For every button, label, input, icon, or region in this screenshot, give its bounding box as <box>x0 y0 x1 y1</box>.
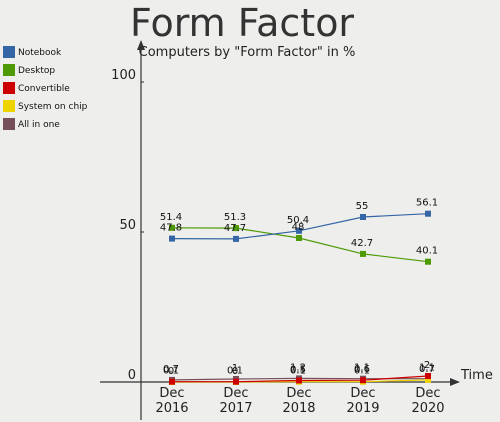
data-point-desktop <box>425 258 431 265</box>
data-point-convertible <box>233 378 239 385</box>
x-tick-label: Dec 2020 <box>411 386 444 416</box>
legend-label-all-in-one: All in one <box>18 120 60 130</box>
data-label-desktop: 40.1 <box>416 246 438 257</box>
data-label-system-on-chip: 0 <box>168 366 174 377</box>
y-axis-ticks: 0 50 100 <box>111 68 144 383</box>
x-tick-label: Dec 2016 <box>155 386 188 416</box>
data-label-notebook: 47.7 <box>224 223 246 234</box>
data-label-system-on-chip: 0.1 <box>354 366 370 377</box>
data-label-notebook: 55 <box>356 201 369 212</box>
data-label-convertible: 0.1 <box>163 366 179 377</box>
data-label-all-in-one: 1.1 <box>419 363 435 374</box>
legend-label-convertible: Convertible <box>18 84 70 94</box>
data-point-desktop <box>169 224 175 231</box>
legend-swatch-system-on-chip <box>3 100 15 112</box>
legend-swatch-desktop <box>3 64 15 76</box>
legend-label-desktop: Desktop <box>18 66 55 76</box>
data-label-all-in-one: 1.1 <box>354 363 370 374</box>
y-axis-arrow <box>137 40 145 50</box>
data-label-system-on-chip: 0.1 <box>290 366 306 377</box>
chart-title: Form Factor <box>130 1 354 45</box>
x-axis-arrow <box>450 378 460 386</box>
data-label-notebook: 50.4 <box>287 215 309 226</box>
data-point-desktop <box>360 250 366 257</box>
data-label-convertible: 0.1 <box>227 366 243 377</box>
data-point-notebook <box>296 227 302 234</box>
data-label-system-on-chip: 0 <box>232 366 238 377</box>
data-label-desktop: 42.7 <box>351 238 373 249</box>
data-point-notebook <box>169 235 175 242</box>
axes <box>100 40 460 420</box>
x-tick-label: Dec 2018 <box>282 386 315 416</box>
x-axis-title: Time <box>460 368 493 383</box>
data-label-desktop: 51.4 <box>160 212 182 223</box>
legend-label-system-on-chip: System on chip <box>18 102 88 112</box>
data-label-desktop: 48 <box>292 222 305 233</box>
data-point-convertible <box>425 373 431 379</box>
data-point-system-on-chip <box>425 376 431 383</box>
data-point-convertible <box>360 377 366 384</box>
legend-swatch-all-in-one <box>3 118 15 130</box>
x-tick-label: Dec 2019 <box>346 386 379 416</box>
data-point-desktop <box>233 225 239 232</box>
data-label-convertible: 2 <box>424 360 430 371</box>
data-point-notebook <box>233 235 239 242</box>
data-label-system-on-chip: 0.7 <box>419 364 435 375</box>
data-label-convertible: 0.6 <box>354 364 370 375</box>
data-point-notebook <box>425 210 431 217</box>
data-label-desktop: 51.3 <box>224 212 246 223</box>
data-label-notebook: 56.1 <box>416 198 438 209</box>
chart-subtitle: Computers by "Form Factor" in % <box>139 45 356 60</box>
data-point-convertible <box>169 378 175 385</box>
data-point-notebook <box>360 214 366 220</box>
series-points <box>169 210 431 385</box>
data-label-all-in-one: 1.2 <box>290 362 306 373</box>
y-tick-label: 100 <box>111 68 136 83</box>
data-point-convertible <box>296 377 302 384</box>
y-tick-label: 50 <box>119 218 136 233</box>
data-point-desktop <box>296 235 302 241</box>
data-label-notebook: 47.8 <box>160 223 182 234</box>
data-label-convertible: 0.5 <box>290 365 306 376</box>
x-axis-ticks: Dec 2016 Dec 2017 Dec 2018 Dec 2019 Dec 2020 <box>155 386 444 416</box>
legend-label-notebook: Notebook <box>18 48 62 58</box>
y-tick-label: 0 <box>128 368 136 383</box>
legend: Notebook Desktop Convertible System on chip… <box>3 46 88 130</box>
data-label-all-in-one: 0.7 <box>163 364 179 375</box>
legend-swatch-notebook <box>3 46 15 58</box>
legend-swatch-convertible <box>3 82 15 94</box>
data-label-all-in-one: 1 <box>232 363 238 374</box>
x-tick-label: Dec 2017 <box>219 386 252 416</box>
